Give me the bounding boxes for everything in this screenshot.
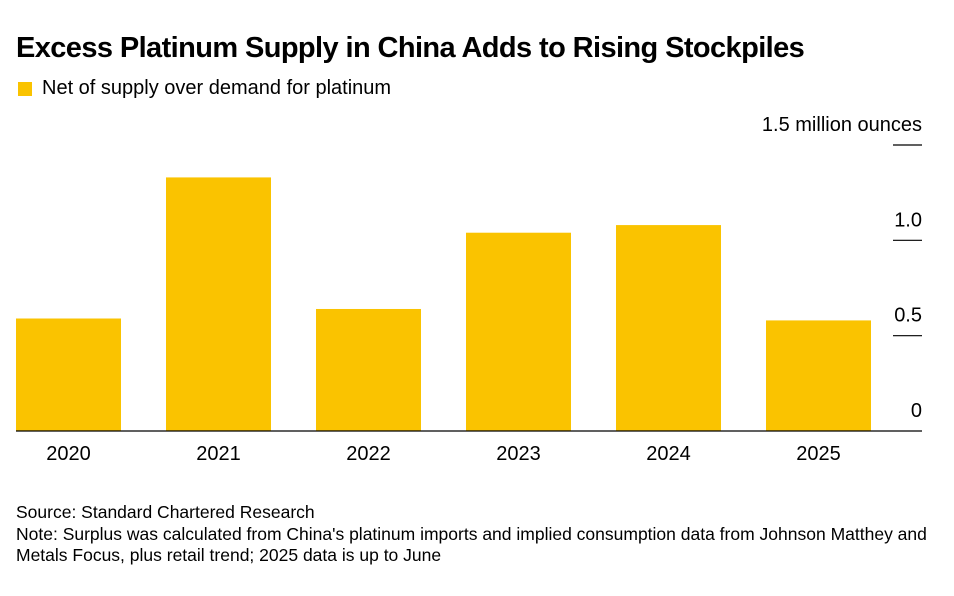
bar-2022 bbox=[316, 308, 421, 431]
x-tick-label-2023: 2023 bbox=[496, 443, 541, 465]
chart-footer: Source: Standard Chartered Research Note… bbox=[16, 502, 941, 567]
source-text: Source: Standard Chartered Research bbox=[16, 502, 315, 522]
legend: Net of supply over demand for platinum bbox=[18, 77, 391, 100]
y-tick-label-2: 0.5 bbox=[894, 305, 922, 327]
bar-2020 bbox=[16, 318, 121, 431]
legend-label: Net of supply over demand for platinum bbox=[42, 77, 392, 99]
x-tick-label-2024: 2024 bbox=[646, 443, 691, 465]
bar-2021 bbox=[166, 177, 271, 431]
bar-2024 bbox=[616, 225, 721, 431]
x-tick-label-2022: 2022 bbox=[346, 443, 391, 465]
y-tick-label-0: 1.5 million ounces bbox=[762, 114, 922, 136]
bar-chart: 2020 2021 2022 2023 2024 2025 1.5 million ounc… bbox=[16, 114, 922, 465]
y-tick-label-1: 1.0 bbox=[894, 209, 922, 231]
x-tick-label-2021: 2021 bbox=[196, 443, 241, 465]
y-tick-label-3: 0 bbox=[911, 400, 922, 422]
note-text: Note: Surplus was calculated from China'… bbox=[16, 523, 927, 566]
chart-title: Excess Platinum Supply in China Adds to … bbox=[16, 32, 805, 64]
bar-2025 bbox=[766, 320, 871, 431]
bar-2023 bbox=[466, 232, 571, 431]
x-tick-label-2025: 2025 bbox=[796, 443, 841, 465]
legend-swatch bbox=[18, 81, 32, 96]
x-tick-label-2020: 2020 bbox=[46, 443, 91, 465]
